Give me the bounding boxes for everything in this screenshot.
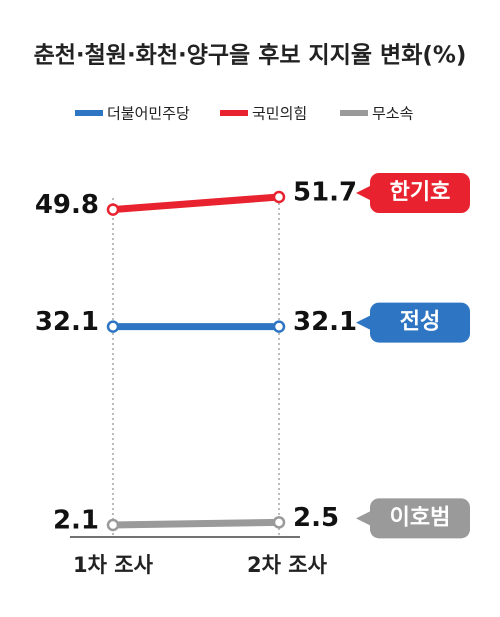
candidate-pointer — [356, 314, 372, 331]
legend-swatch — [220, 110, 248, 116]
x-tick-label: 2차 조사 — [247, 553, 328, 577]
series-line — [112, 518, 280, 529]
candidate-label: 한기호 — [390, 180, 451, 205]
chart-title: 춘천·철원·화천·양구을 후보 지지율 변화(%) — [34, 43, 467, 69]
legend-swatch — [340, 110, 368, 116]
point — [272, 190, 286, 204]
series-line — [112, 193, 280, 214]
legend-label: 무소속 — [372, 105, 414, 123]
legend-swatch — [75, 110, 103, 116]
candidate-box — [370, 498, 470, 539]
value-label: 49.8 — [35, 190, 99, 220]
value-label: 2.1 — [53, 506, 99, 536]
value-label: 2.5 — [293, 503, 339, 533]
point — [272, 516, 286, 529]
point — [272, 320, 286, 333]
candidate-label: 이호범 — [390, 505, 451, 530]
candidate-pointer — [356, 185, 372, 201]
legend-label: 더불어민주당 — [107, 105, 190, 123]
candidate-pointer — [356, 510, 372, 527]
value-label: 32.1 — [35, 307, 99, 337]
x-tick-label: 1차 조사 — [73, 553, 154, 577]
legend-label: 국민의힘 — [252, 105, 307, 123]
value-label: 51.7 — [293, 178, 357, 208]
candidate-label: 전성 — [400, 310, 440, 335]
candidate-box — [370, 302, 470, 343]
point — [106, 203, 120, 216]
point — [106, 320, 120, 333]
candidate-box — [370, 173, 470, 213]
point — [106, 518, 120, 532]
value-label: 32.1 — [293, 307, 357, 337]
